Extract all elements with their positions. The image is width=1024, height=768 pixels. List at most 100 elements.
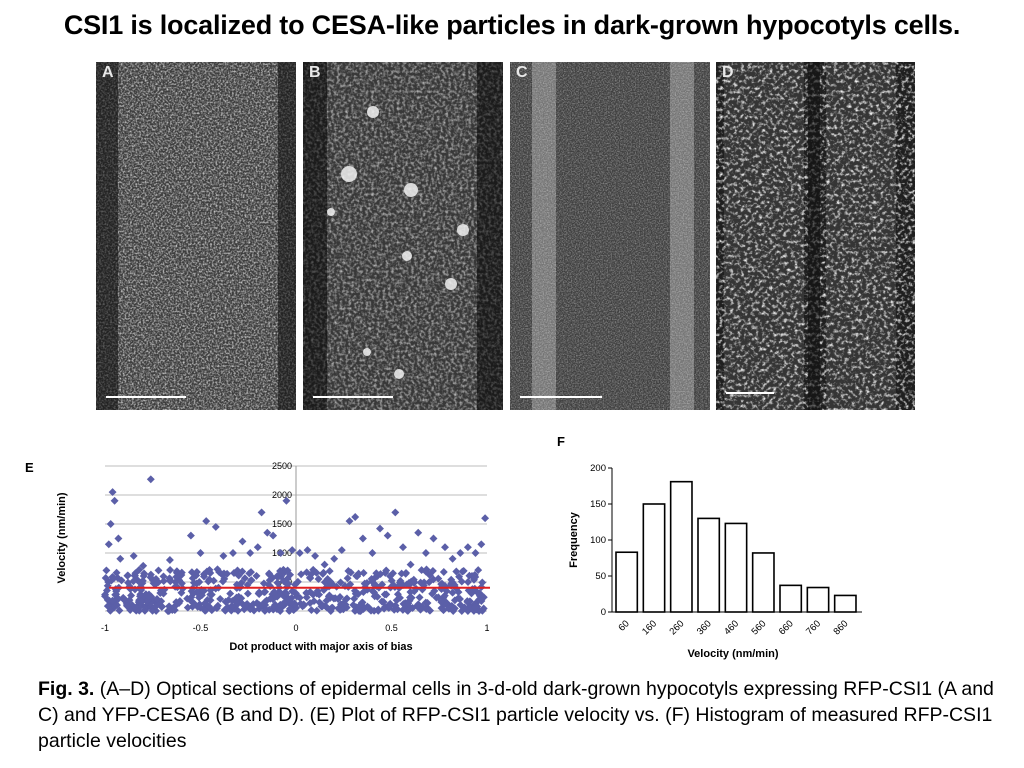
scatter-point xyxy=(302,589,311,598)
histogram-x-tick: 660 xyxy=(777,618,796,637)
scatter-point xyxy=(282,496,291,505)
scale-bar xyxy=(520,396,602,398)
scale-bar xyxy=(106,396,186,398)
scatter-x-tick: -0.5 xyxy=(193,623,209,633)
scatter-point xyxy=(428,589,437,598)
scatter-point xyxy=(260,606,269,615)
scatter-point xyxy=(352,571,361,580)
scatter-point xyxy=(463,597,472,606)
micrograph-c-image xyxy=(510,62,710,410)
scatter-point xyxy=(437,580,446,589)
histogram-y-tick: 100 xyxy=(590,535,606,546)
scatter-point xyxy=(336,578,345,587)
histogram-chart-velocity: F 0 50 100 150 200 60 160 260 360 460 560 660 760 86… xyxy=(557,434,862,660)
scatter-point xyxy=(373,592,382,601)
scatter-point xyxy=(220,605,229,614)
scatter-point xyxy=(189,589,198,598)
scatter-point xyxy=(238,537,247,546)
micrograph-a-image xyxy=(96,62,296,410)
scatter-point xyxy=(312,568,321,577)
scatter-point xyxy=(327,603,336,612)
figure-caption: Fig. 3. (A–D) Optical sections of epider… xyxy=(38,676,1008,754)
scatter-point xyxy=(465,571,474,580)
scatter-x-tick: -1 xyxy=(101,623,109,633)
micrograph-panel-b: B xyxy=(303,62,503,410)
histogram-bar xyxy=(615,551,639,613)
scatter-point xyxy=(319,568,328,577)
scatter-point xyxy=(246,549,255,557)
scatter-point xyxy=(376,524,384,533)
scatter-point xyxy=(410,578,418,587)
scatter-point xyxy=(351,513,360,521)
scatter-point xyxy=(360,579,369,588)
scatter-point xyxy=(359,569,368,577)
figure-caption-label: Fig. 3. xyxy=(38,678,95,700)
scatter-point xyxy=(320,560,329,569)
scatter-chart-velocity: E 05001000150020002500 -1-0.500.51 Veloc… xyxy=(25,460,490,653)
scatter-point xyxy=(429,575,438,584)
scatter-point xyxy=(391,508,400,517)
scatter-point xyxy=(106,606,115,615)
scatter-point xyxy=(159,577,168,586)
scatter-point xyxy=(398,605,407,614)
histogram-x-tick: 260 xyxy=(667,618,686,637)
scatter-point xyxy=(429,534,438,543)
histogram-bars xyxy=(615,480,857,613)
scatter-point xyxy=(296,599,305,608)
scatter-point xyxy=(463,543,472,552)
histogram-y-tick: 200 xyxy=(590,463,606,474)
scatter-point xyxy=(165,556,174,564)
micrograph-panel-d: D xyxy=(716,62,915,410)
histogram-bar xyxy=(669,480,693,613)
scatter-point xyxy=(354,589,363,598)
scatter-x-axis-label: Dot product with major axis of bias xyxy=(229,641,412,653)
scatter-point xyxy=(295,593,304,602)
scatter-point xyxy=(474,566,483,575)
scatter-point xyxy=(110,496,119,505)
scatter-point xyxy=(276,569,285,578)
figure-caption-text: (A–D) Optical sections of epidermal cell… xyxy=(38,678,994,752)
scatter-point xyxy=(478,606,487,615)
scatter-y-tick: 2000 xyxy=(272,490,292,500)
scatter-point xyxy=(113,601,121,610)
scatter-point xyxy=(229,549,237,557)
histogram-x-tick: 560 xyxy=(749,618,768,637)
scatter-point xyxy=(326,577,335,586)
scatter-point xyxy=(183,603,192,612)
scatter-point xyxy=(456,549,465,557)
scatter-point xyxy=(322,596,331,605)
scatter-point xyxy=(434,574,443,583)
scatter-point xyxy=(441,543,449,552)
scatter-point xyxy=(284,579,293,588)
histogram-bar xyxy=(751,552,775,613)
scatter-point xyxy=(337,546,346,555)
scatter-point xyxy=(227,602,236,611)
histogram-x-tick: 360 xyxy=(695,618,714,637)
scatter-point xyxy=(374,605,383,614)
micrograph-b-label: B xyxy=(309,64,321,81)
scatter-point xyxy=(288,546,297,555)
scatter-x-tick: 1 xyxy=(484,623,489,633)
histogram-x-tick: 460 xyxy=(722,618,741,637)
scatter-point xyxy=(307,606,316,615)
scatter-point xyxy=(475,589,484,598)
scatter-point xyxy=(454,588,463,597)
scatter-point xyxy=(306,599,315,608)
scatter-point xyxy=(297,570,306,579)
scatter-point xyxy=(311,551,320,560)
scatter-point xyxy=(159,572,168,581)
scatter-point xyxy=(415,593,424,602)
scatter-x-tick: 0.5 xyxy=(385,623,398,633)
scatter-point xyxy=(354,604,363,613)
scatter-point xyxy=(457,577,466,586)
scale-bar xyxy=(313,396,393,398)
scale-bar xyxy=(726,392,774,394)
scatter-point xyxy=(295,549,304,557)
scatter-points xyxy=(101,475,490,615)
histogram-x-tick: 760 xyxy=(804,618,823,637)
scatter-point xyxy=(257,508,266,517)
scatter-point xyxy=(367,606,375,615)
micrograph-panel-a: A xyxy=(96,62,296,410)
scatter-point xyxy=(399,543,407,552)
scatter-point xyxy=(269,531,278,540)
